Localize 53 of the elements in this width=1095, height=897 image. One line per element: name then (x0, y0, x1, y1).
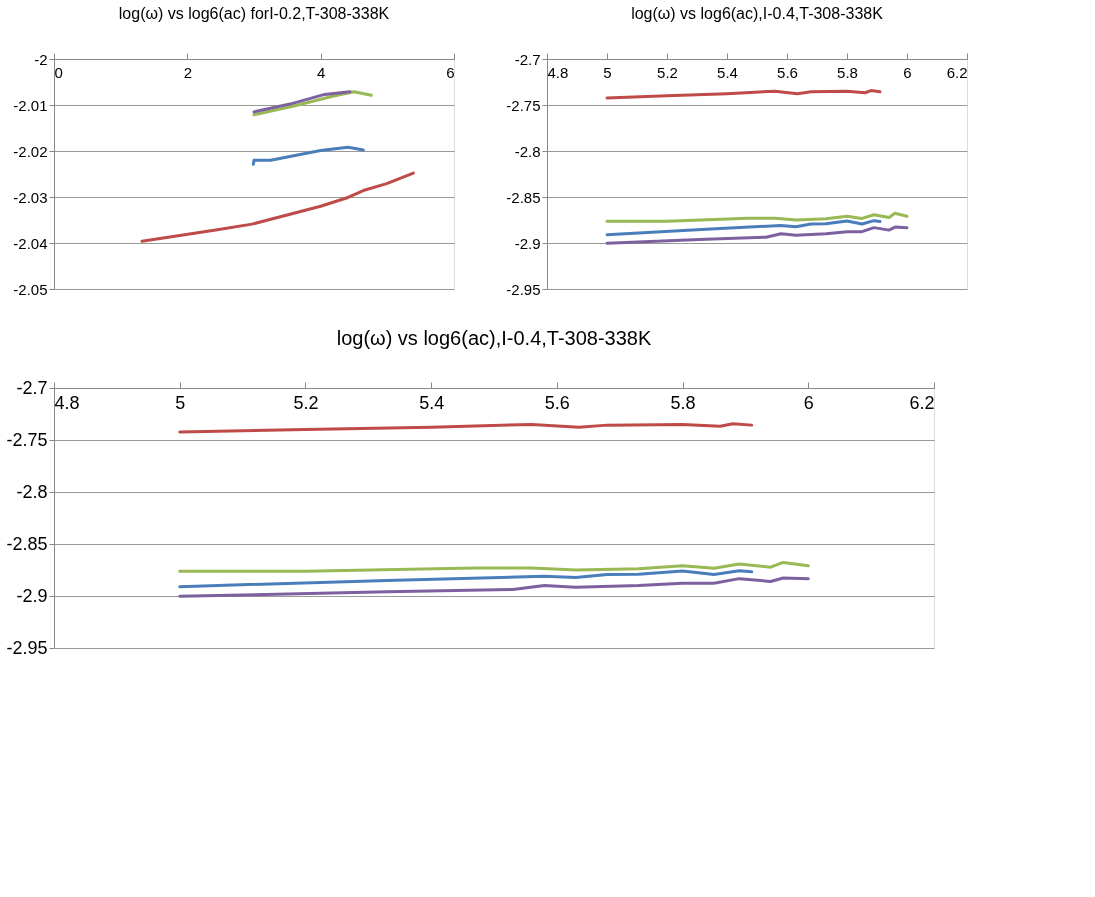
line-series (140, 171, 415, 243)
y-tick-label: -2.75 (506, 96, 541, 114)
line-series (605, 89, 882, 100)
y-tick-label: -2.7 (16, 377, 48, 398)
x-tick-label: 6 (903, 63, 912, 81)
x-tick-label: 5.4 (419, 392, 445, 413)
x-tick-label: 4.8 (54, 392, 80, 413)
y-tick-label: -2.95 (506, 280, 541, 298)
x-tick-label: 5 (175, 392, 186, 413)
line-series (605, 219, 882, 237)
x-tick-label: 5.8 (670, 392, 696, 413)
x-tick-label: 5 (603, 63, 612, 81)
y-tick-label: -2.8 (16, 481, 48, 502)
x-tick-label: 5.2 (293, 392, 319, 413)
x-tick-label: 5.6 (777, 63, 798, 81)
line-series (178, 576, 810, 598)
line-series (178, 569, 754, 589)
line-series (178, 422, 754, 434)
chart-title: log(ω) vs log6(ac),I-0.4,T-308-338K (336, 327, 652, 349)
x-tick-label: 6 (803, 392, 814, 413)
x-tick-label: 5.6 (544, 392, 570, 413)
y-tick-label: -2.9 (16, 585, 48, 606)
y-tick-label: -2.03 (13, 188, 48, 206)
chart-title: log(ω) vs log6(ac) forI-0.2,T-308-338K (118, 5, 390, 22)
x-tick-label: 6 (446, 63, 455, 81)
x-tick-label: 6.2 (909, 392, 935, 413)
line-series (252, 90, 373, 117)
y-tick-label: -2.04 (13, 234, 48, 252)
x-tick-label: 5.2 (657, 63, 678, 81)
x-tick-label: 6.2 (946, 63, 968, 81)
x-tick-label: 2 (183, 63, 193, 81)
y-tick-label: -2.05 (13, 280, 48, 298)
y-tick-label: -2.8 (514, 142, 541, 160)
x-tick-label: 0 (54, 63, 63, 81)
line-series (605, 211, 909, 223)
y-tick-label: -2 (34, 50, 48, 68)
x-tick-label: 4.8 (547, 63, 569, 81)
line-series (178, 560, 810, 573)
x-tick-label: 4 (316, 63, 326, 81)
x-tick-label: 5.8 (837, 63, 858, 81)
y-tick-label: -2.02 (13, 142, 48, 160)
line-series (252, 90, 352, 114)
y-tick-label: -2.01 (13, 96, 48, 114)
y-tick-label: -2.85 (6, 533, 48, 554)
line-series (605, 225, 909, 245)
line-series (251, 145, 365, 166)
chart-title: log(ω) vs log6(ac),I-0.4,T-308-338K (631, 5, 884, 22)
x-tick-label: 5.4 (717, 63, 738, 81)
y-tick-label: -2.95 (6, 637, 48, 658)
y-tick-label: -2.85 (506, 188, 541, 206)
y-tick-label: -2.75 (6, 429, 48, 450)
y-tick-label: -2.9 (514, 234, 541, 252)
y-tick-label: -2.7 (514, 50, 541, 68)
